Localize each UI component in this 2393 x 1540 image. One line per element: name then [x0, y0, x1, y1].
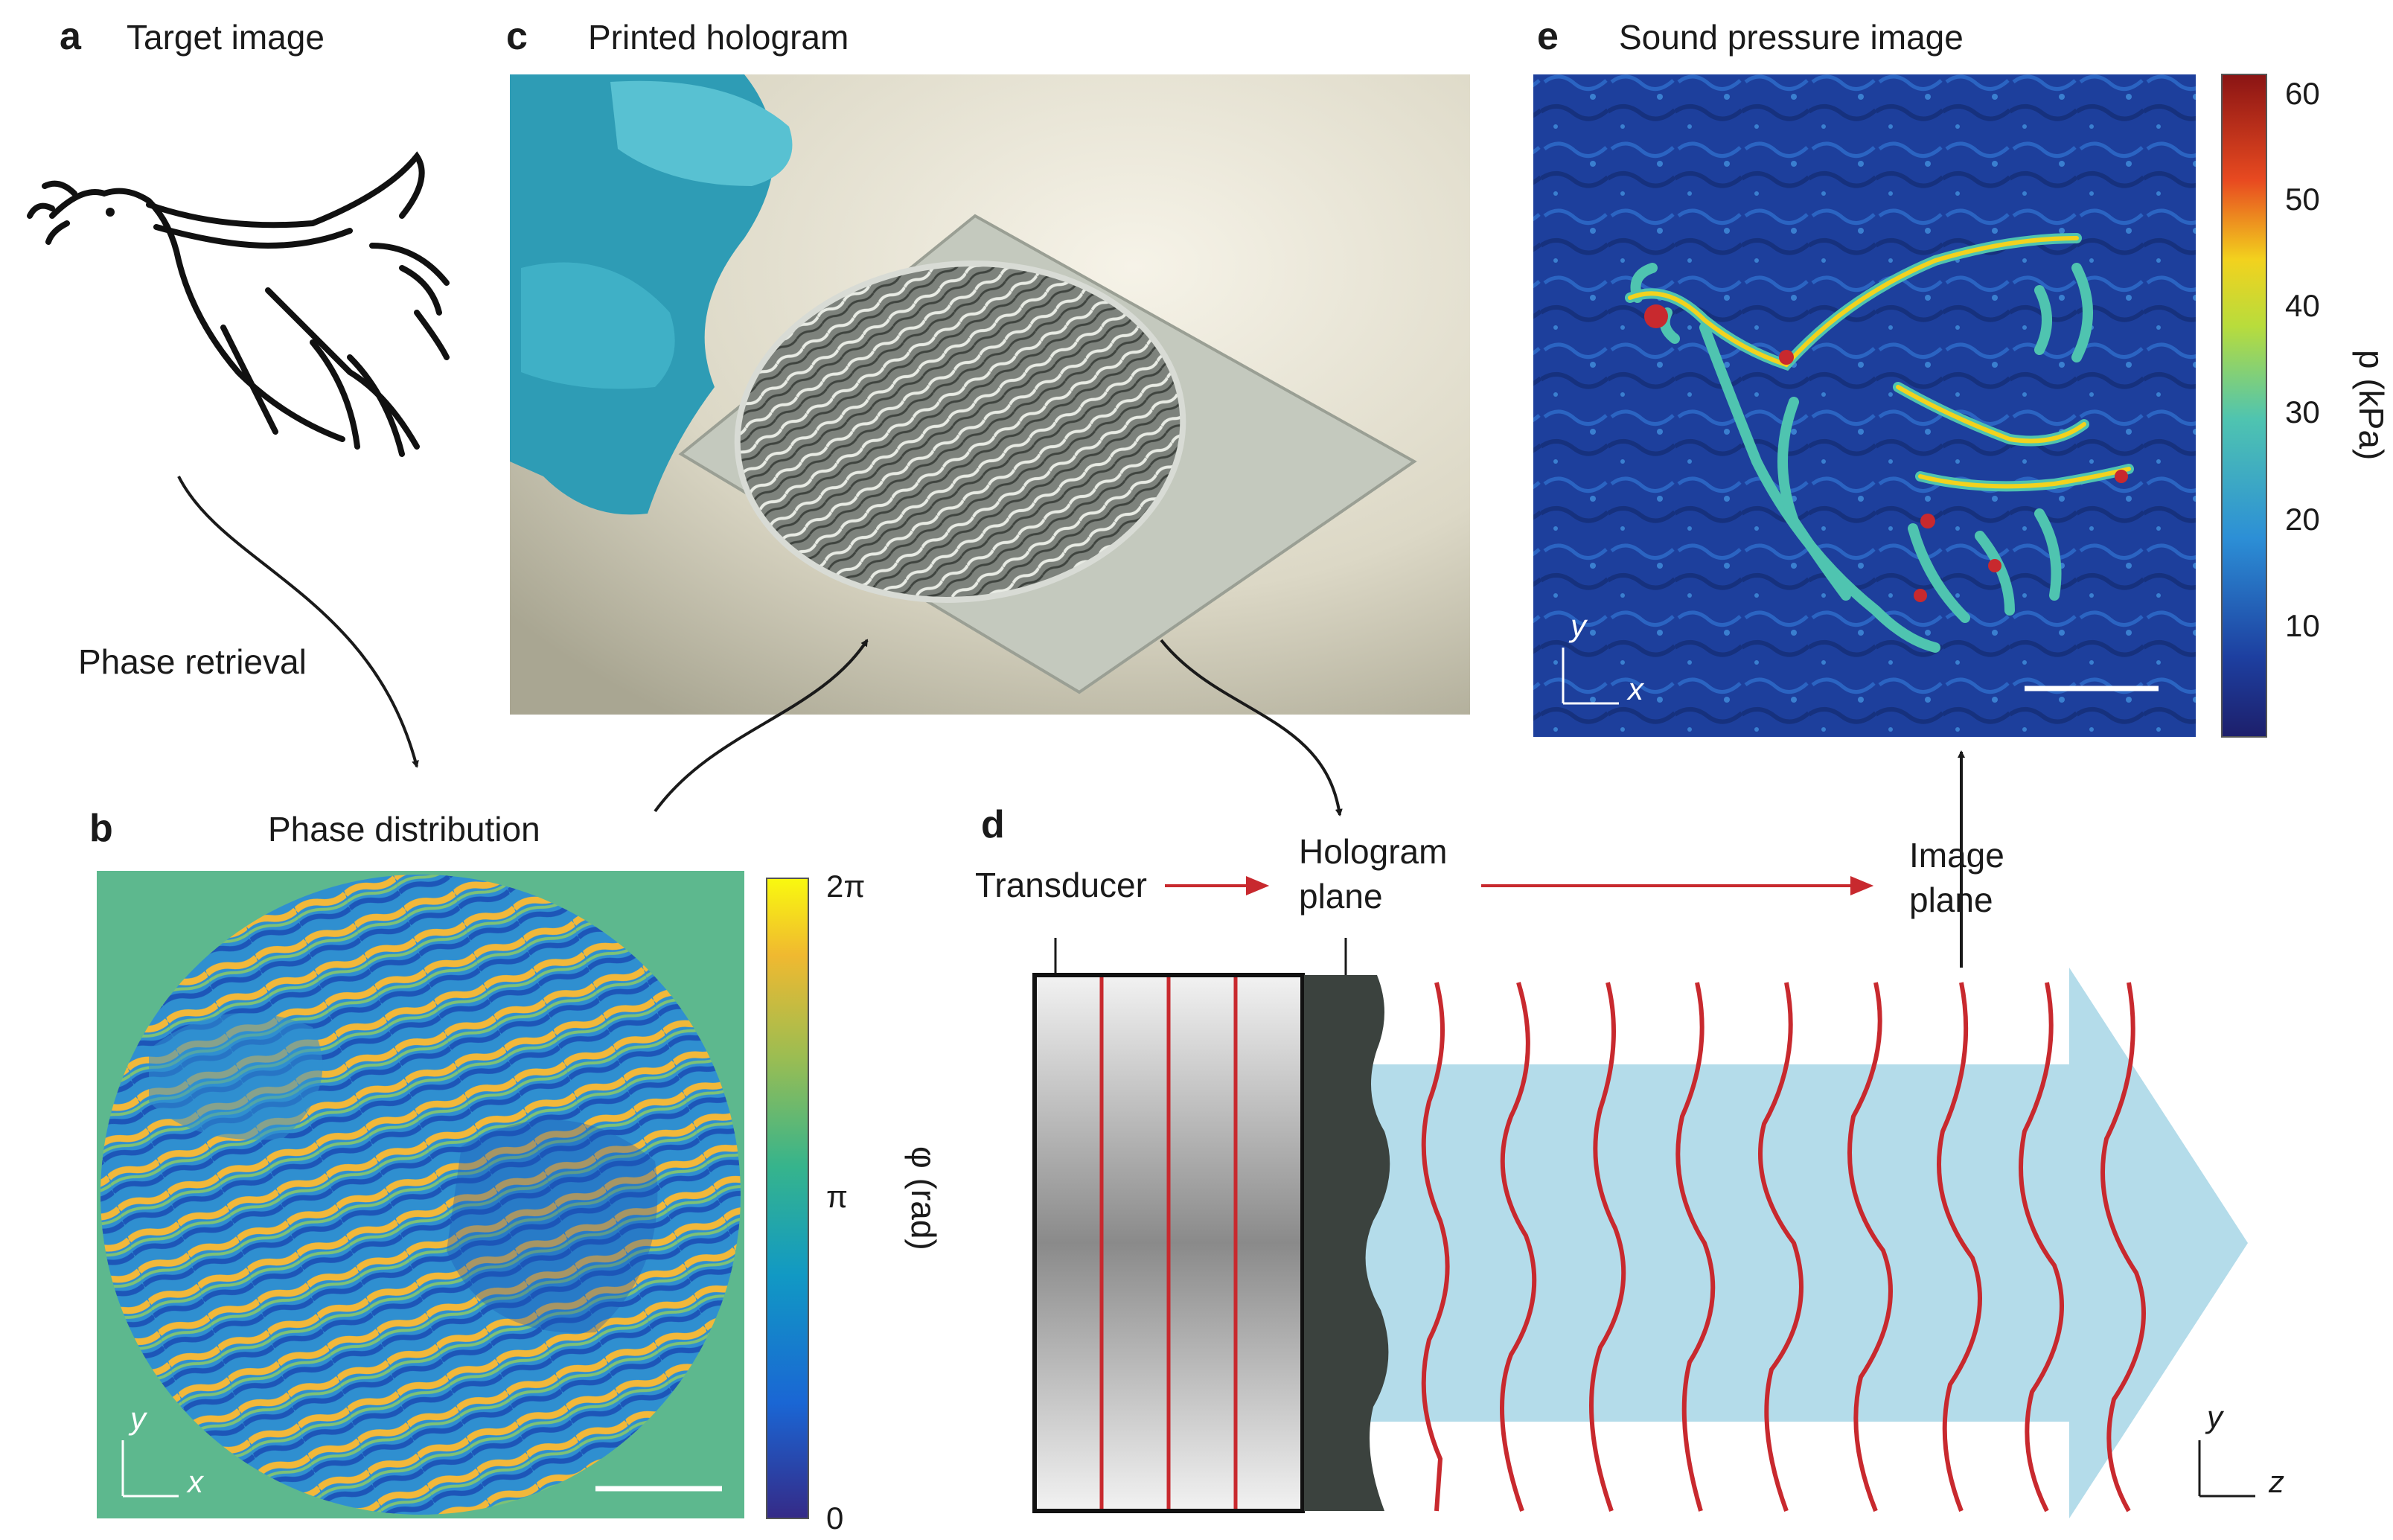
propagation-arrows	[1165, 876, 1874, 895]
acoustic-beam	[1332, 968, 2248, 1518]
axis-x-label-e: x	[1626, 671, 1645, 706]
panel-c-title: Printed hologram	[588, 18, 849, 57]
panel-e: e Sound pressure image	[1533, 15, 2391, 738]
colorbar-phase-label: φ (rad)	[904, 1146, 943, 1250]
phase-retrieval-label: Phase retrieval	[78, 642, 307, 681]
arrow-b-to-c	[654, 639, 869, 813]
axis-y-label-d: y	[2205, 1399, 2225, 1434]
colorbar-pressure-label: p (kPa)	[2352, 350, 2391, 460]
axes-xy-b	[121, 1440, 179, 1498]
panel-b: b Phase distribution y x 0 π 2π φ (rad)	[89, 807, 943, 1536]
panel-a-title: Target image	[127, 18, 325, 57]
colorbar-pressure-tick: 10	[2285, 608, 2320, 643]
image-plane-label: plane	[1909, 881, 1993, 919]
pressure-map	[1533, 74, 2196, 737]
colorbar-phase-tick: π	[826, 1179, 848, 1214]
axes-yz-d	[2198, 1440, 2255, 1498]
dove-eye	[106, 208, 115, 217]
panel-e-title: Sound pressure image	[1619, 18, 1964, 57]
colorbar-pressure-tick: 40	[2285, 288, 2320, 323]
panel-letter-d: d	[981, 803, 1005, 846]
colorbar-pressure	[2221, 74, 2267, 738]
colorbar-phase	[766, 878, 809, 1519]
axis-z-label-d: z	[2268, 1464, 2284, 1499]
hologram-relief	[734, 261, 1186, 603]
phase-map-feature	[447, 1119, 658, 1333]
panel-letter-c: c	[506, 15, 528, 58]
colorbar-phase-tick: 2π	[826, 869, 865, 904]
glove-finger	[610, 80, 793, 186]
panel-b-title: Phase distribution	[268, 810, 540, 849]
axes-xy-e	[1562, 648, 1619, 705]
colorbar-pressure-tick: 60	[2285, 76, 2320, 111]
arrow-c-to-d	[1160, 639, 1343, 817]
colorbar-pressure-tick: 20	[2285, 502, 2320, 537]
panel-d: d Transducer Hologram plane Image plane	[975, 750, 2284, 1518]
panel-a: a Target image Phase retrieval	[27, 15, 450, 768]
colorbar-phase-tick: 0	[826, 1501, 843, 1536]
axis-y-label-e: y	[1568, 608, 1588, 643]
dove-drawing	[27, 151, 450, 457]
pressure-hotspots	[1644, 304, 2128, 602]
pressure-dove-outline	[1625, 233, 2134, 653]
hologram-plane-label: plane	[1299, 877, 1383, 916]
axis-y-label-b: y	[128, 1401, 148, 1436]
axis-x-label-b: x	[186, 1464, 205, 1499]
panel-letter-b: b	[89, 807, 113, 850]
panel-c: c Printed hologram	[506, 15, 1470, 817]
phase-map-feature	[149, 1012, 323, 1140]
image-plane-label: Image	[1909, 836, 2004, 875]
colorbar-pressure-tick: 30	[2285, 394, 2320, 429]
arrow-a-to-b	[177, 476, 419, 768]
glove-finger	[521, 262, 675, 389]
colorbar-pressure-tick: 50	[2285, 182, 2320, 217]
distorted-wavefronts	[1421, 982, 2146, 1512]
hologram-plate-profile	[1304, 975, 1390, 1511]
transducer-wavefronts	[1099, 977, 1238, 1509]
panel-letter-a: a	[60, 15, 82, 58]
panel-letter-e: e	[1537, 15, 1559, 58]
transducer-label: Transducer	[975, 866, 1147, 904]
label-ticks	[1054, 938, 1347, 975]
hologram-plane-label: Hologram	[1299, 832, 1447, 871]
